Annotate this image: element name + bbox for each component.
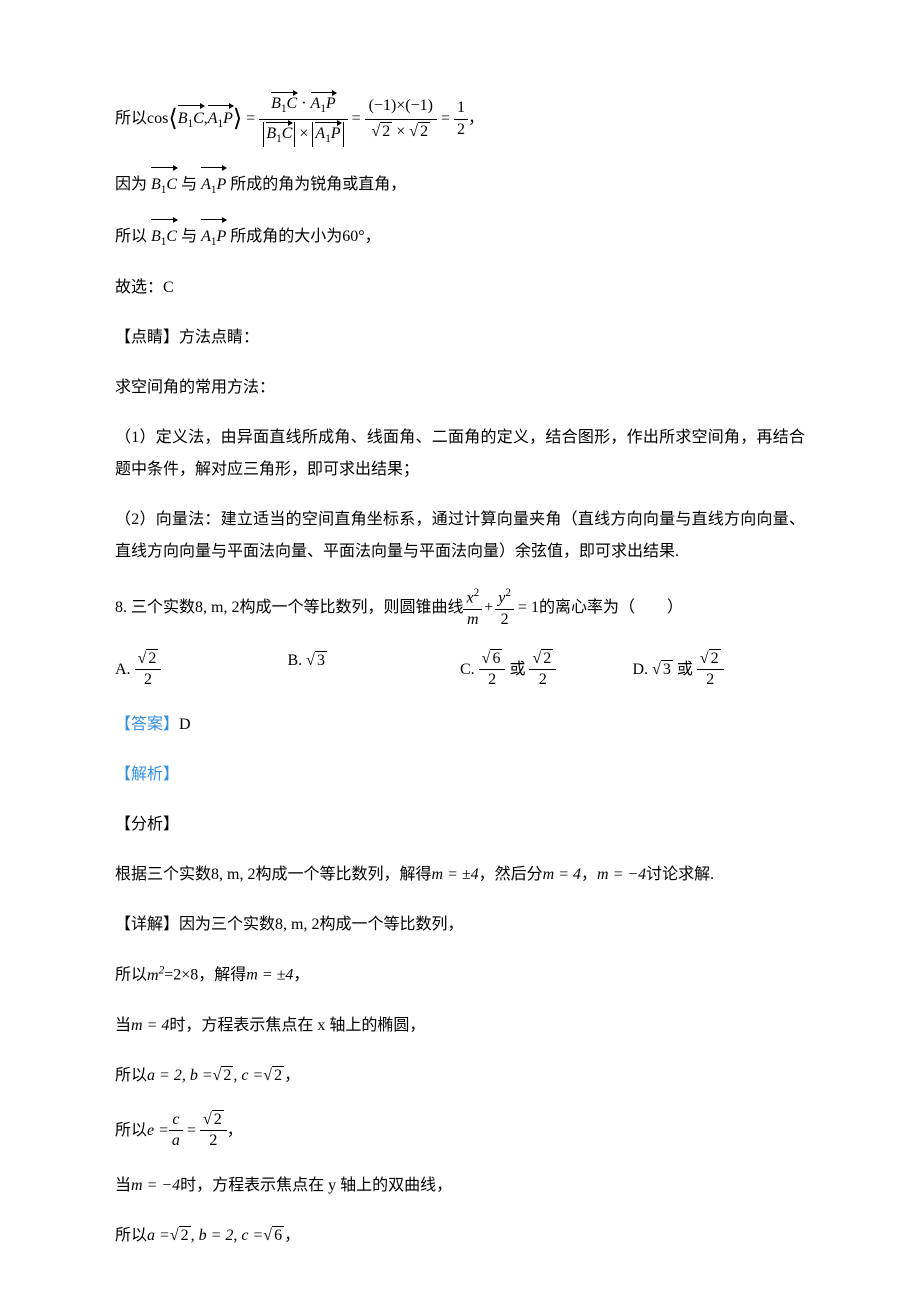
cos-symbol: cos (147, 107, 168, 131)
vector-b1c: B1C (178, 105, 204, 133)
method-2: （2）向量法：建立适当的空间直角坐标系，通过计算向量夹角（直线方向向量与直线方向… (115, 504, 805, 568)
option-a: A. √2 2 (115, 649, 288, 692)
question-8: 8. 三个实数 8, m, 2 构成一个等比数列，则圆锥曲线 x2 m + y2… (115, 586, 805, 631)
equation-cos-angle: 所以 cos ⟨ B1C , A1P ⟩ = B1C · A1P B1C × A… (115, 90, 805, 149)
fraction-dot-product: B1C · A1P B1C × A1P (259, 90, 347, 149)
detail-line-7: 所以a =√2, b = 2, c =√6， (115, 1220, 805, 1252)
fraction-numeric: (−1)×(−1) √2 × √2 (365, 94, 437, 145)
detail-line-2: 所以m2=2×8，解得m = ±4， (115, 959, 805, 991)
ellipse-fraction-y: y2 2 (495, 586, 514, 631)
angle-close: ⟩ (233, 101, 242, 137)
ellipse-fraction-x: x2 m (463, 586, 482, 631)
analysis-label: 【解析】 (115, 759, 805, 791)
conclusion-angle: 所以 B1C 与 A1P 所成角的大小为60°， (115, 219, 805, 254)
page-content: 所以 cos ⟨ B1C , A1P ⟩ = B1C · A1P B1C × A… (0, 0, 920, 1312)
dianjing-section: 【点睛】方法点睛： (115, 322, 805, 354)
fenxi-content: 根据三个实数8, m, 2构成一个等比数列，解得m = ±4，然后分m = 4，… (115, 859, 805, 891)
fenxi-label: 【分析】 (115, 809, 805, 841)
options-row: A. √2 2 B. √3 C. √6 2 或 √2 2 D. √3 或 (115, 649, 805, 692)
option-b: B. √3 (288, 649, 461, 692)
methods-heading: 求空间角的常用方法： (115, 372, 805, 404)
detail-line-1: 【详解】因为三个实数8, m, 2构成一个等比数列， (115, 909, 805, 941)
answer-choice-c: 故选：C (115, 272, 805, 304)
option-d: D. √3 或 √2 2 (633, 649, 806, 692)
method-1: （1）定义法，由异面直线所成角、线面角、二面角的定义，结合图形，作出所求空间角，… (115, 422, 805, 486)
detail-line-3: 当m = 4时，方程表示焦点在 x 轴上的椭圆， (115, 1010, 805, 1042)
vector-a1p: A1P (208, 105, 233, 133)
answer-row: 【答案】D (115, 709, 805, 741)
detail-line-4: 所以a = 2, b =√2, c =√2， (115, 1060, 805, 1092)
detail-line-6: 当m = −4时，方程表示焦点在 y 轴上的双曲线， (115, 1170, 805, 1202)
detail-line-5: 所以 e = ca = √2 2 ， (115, 1110, 805, 1153)
reason-acute-angle: 因为 B1C 与 A1P 所成的角为锐角或直角， (115, 167, 805, 202)
fraction-result: 1 2 (454, 98, 468, 141)
prefix-text: 所以 (115, 107, 147, 131)
angle-open: ⟨ (168, 101, 177, 137)
option-c: C. √6 2 或 √2 2 (460, 649, 633, 692)
